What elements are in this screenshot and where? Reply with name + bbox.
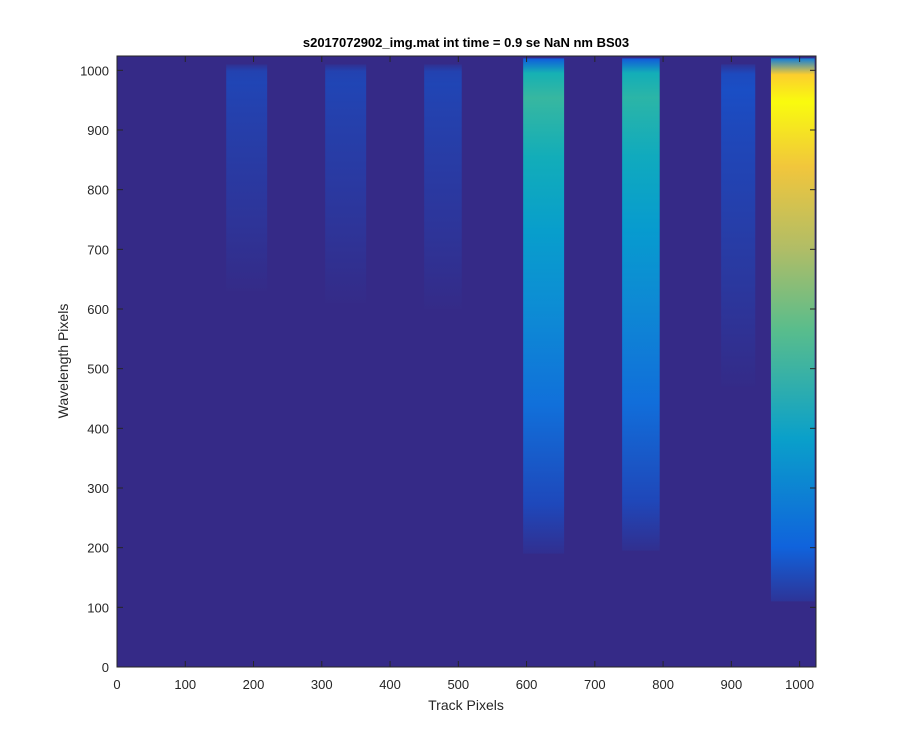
heatmap-band bbox=[622, 58, 660, 551]
heatmap-band bbox=[523, 58, 565, 554]
y-tick-label: 100 bbox=[87, 600, 109, 615]
heatmap-band bbox=[770, 58, 815, 602]
y-tick-label: 600 bbox=[87, 302, 109, 317]
x-tick-label: 600 bbox=[516, 677, 538, 692]
x-tick-label: 400 bbox=[379, 677, 401, 692]
x-tick-label: 700 bbox=[584, 677, 606, 692]
x-tick-label: 0 bbox=[113, 677, 120, 692]
x-tick-label: 900 bbox=[721, 677, 743, 692]
y-tick-label: 200 bbox=[87, 541, 109, 556]
x-tick-label: 800 bbox=[652, 677, 674, 692]
x-tick-label: 300 bbox=[311, 677, 333, 692]
x-tick-label: 500 bbox=[447, 677, 469, 692]
y-axis: 0 100 200 300 400 500 600 700 800 900 1000 bbox=[80, 63, 816, 675]
x-tick-label: 1000 bbox=[785, 677, 814, 692]
chart-title: s2017072902_img.mat int time = 0.9 se Na… bbox=[303, 35, 629, 50]
y-axis-label: Wavelength Pixels bbox=[55, 304, 71, 419]
x-axis-label: Track Pixels bbox=[428, 697, 504, 713]
y-tick-label: 800 bbox=[87, 183, 109, 198]
y-tick-label: 700 bbox=[87, 242, 109, 257]
y-tick-label: 0 bbox=[102, 660, 109, 675]
heatmap-band bbox=[721, 64, 756, 387]
heatmap-band bbox=[325, 64, 367, 304]
y-tick-label: 1000 bbox=[80, 63, 109, 78]
x-axis: 0 100 200 300 400 500 600 700 800 900 1000 bbox=[113, 56, 814, 692]
y-tick-label: 300 bbox=[87, 481, 109, 496]
y-tick-label: 400 bbox=[87, 421, 109, 436]
y-tick-label: 500 bbox=[87, 362, 109, 377]
plot-area bbox=[117, 56, 816, 667]
y-tick-label: 900 bbox=[87, 123, 109, 138]
heatmap-bands bbox=[226, 58, 815, 602]
heatmap-band bbox=[424, 64, 462, 309]
heatmap-band bbox=[226, 64, 268, 292]
plot-frame bbox=[116, 55, 817, 668]
x-tick-label: 200 bbox=[243, 677, 265, 692]
x-tick-label: 100 bbox=[174, 677, 196, 692]
